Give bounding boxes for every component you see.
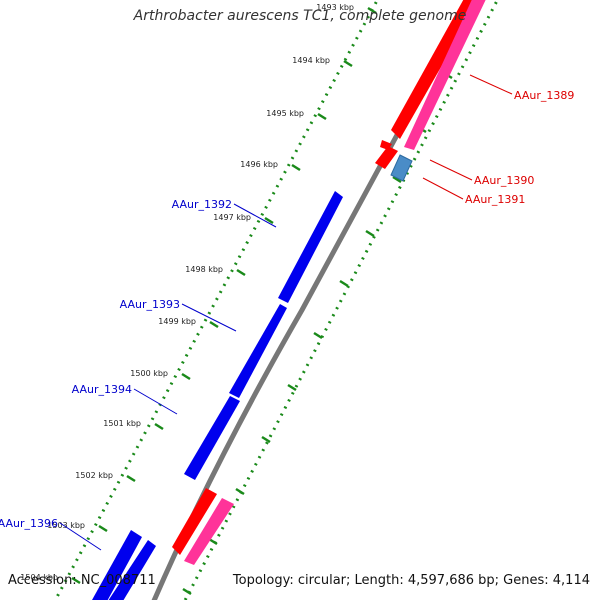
tick-label: 1502 kbp <box>75 471 113 480</box>
leader-line <box>469 74 513 95</box>
tick-mark: 1495 kbp <box>266 109 327 121</box>
tick-label: 1496 kbp <box>240 160 278 169</box>
outer-tick-mark <box>392 175 402 184</box>
tick-mark: 1501 kbp <box>103 419 164 431</box>
outer-tick-mark <box>313 331 323 340</box>
gene-lower-forward-pair[interactable] <box>184 498 234 565</box>
outer-tick-mark <box>182 587 192 596</box>
tick-mark: 1504 kbp <box>20 573 81 585</box>
tick-mark: 1497 kbp <box>213 213 274 225</box>
tick-mark: 1494 kbp <box>292 56 353 68</box>
gene-label[interactable]: AAur_1392 <box>172 198 277 228</box>
gene-aaur-1397[interactable] <box>108 540 156 604</box>
outer-tick-mark <box>235 487 245 496</box>
outer-tick-mark <box>287 383 297 392</box>
outer-tick-mark <box>261 435 271 444</box>
tick-mark: 1500 kbp <box>130 369 191 381</box>
outer-tick-guide <box>181 0 500 604</box>
label-layer: AAur_1389 AAur_1390 AAur_1391 AAur_1392 AAur… <box>0 74 574 551</box>
topology-summary: Topology: circular; Length: 4,597,686 bp… <box>232 573 590 588</box>
tick-label: 1494 kbp <box>292 56 330 65</box>
tick-mark: 1499 kbp <box>158 317 219 329</box>
gene-aaur-1390[interactable] <box>375 146 398 169</box>
gene-label-text[interactable]: AAur_1396 <box>0 517 58 530</box>
genome-title: Arthrobacter aurescens TC1, complete gen… <box>133 8 467 24</box>
gene-label[interactable]: AAur_1389 <box>469 74 574 102</box>
gene-label[interactable]: AAur_1390 <box>429 159 534 187</box>
gene-label-text[interactable]: AAur_1391 <box>465 193 525 206</box>
tick-label: 1504 kbp <box>20 573 58 582</box>
gene-aaur-1392[interactable] <box>278 191 343 303</box>
tick-layer: 1493 kbp 1494 kbp 1495 kbp 1496 kbp 1497 kbp… <box>20 0 500 604</box>
gene-label[interactable]: AAur_1393 <box>120 298 237 332</box>
leader-line <box>429 159 473 181</box>
leader-line <box>59 522 102 551</box>
tick-mark: 1503 kbp <box>47 521 108 533</box>
gene-label-text[interactable]: AAur_1394 <box>72 383 132 396</box>
gene-label[interactable]: AAur_1391 <box>422 177 525 206</box>
gene-aaur-1394[interactable] <box>184 396 240 480</box>
tick-label: 1501 kbp <box>103 419 141 428</box>
gene-label[interactable]: AAur_1396 <box>0 517 102 551</box>
gene-label-text[interactable]: AAur_1393 <box>120 298 180 311</box>
gene-aaur-1396[interactable] <box>92 530 142 604</box>
genome-backbone <box>149 0 474 604</box>
gene-layer[interactable] <box>92 0 488 604</box>
leader-line <box>181 303 237 332</box>
gene-aaur-1391[interactable] <box>390 154 413 182</box>
tick-mark: 1502 kbp <box>75 471 136 483</box>
tick-mark: 1496 kbp <box>240 160 301 172</box>
tick-mark: 1498 kbp <box>185 265 246 277</box>
outer-tick-mark <box>339 279 349 288</box>
tick-label: 1493 kbp <box>316 3 354 12</box>
gene-aaur-1389-pair[interactable] <box>404 0 488 150</box>
accession-text: Accession: NC_008711 <box>8 573 156 588</box>
tick-label: 1497 kbp <box>213 213 251 222</box>
gene-label-text[interactable]: AAur_1389 <box>514 89 574 102</box>
gene-lower-forward[interactable] <box>172 488 217 555</box>
tick-label: 1498 kbp <box>185 265 223 274</box>
tick-label: 1495 kbp <box>266 109 304 118</box>
leader-line <box>233 203 277 228</box>
gene-aaur-1393[interactable] <box>229 304 287 398</box>
gene-label[interactable]: AAur_1394 <box>72 383 178 415</box>
tick-mark: 1493 kbp <box>316 3 377 15</box>
gene-aaur-1390-tip[interactable] <box>380 140 392 150</box>
gene-label-text[interactable]: AAur_1392 <box>172 198 232 211</box>
outer-tick-mark <box>365 229 375 238</box>
tick-label: 1503 kbp <box>47 521 85 530</box>
leader-line <box>133 388 178 415</box>
tick-label: 1499 kbp <box>158 317 196 326</box>
gene-label-text[interactable]: AAur_1390 <box>474 174 534 187</box>
tick-label: 1500 kbp <box>130 369 168 378</box>
leader-line <box>422 177 464 200</box>
